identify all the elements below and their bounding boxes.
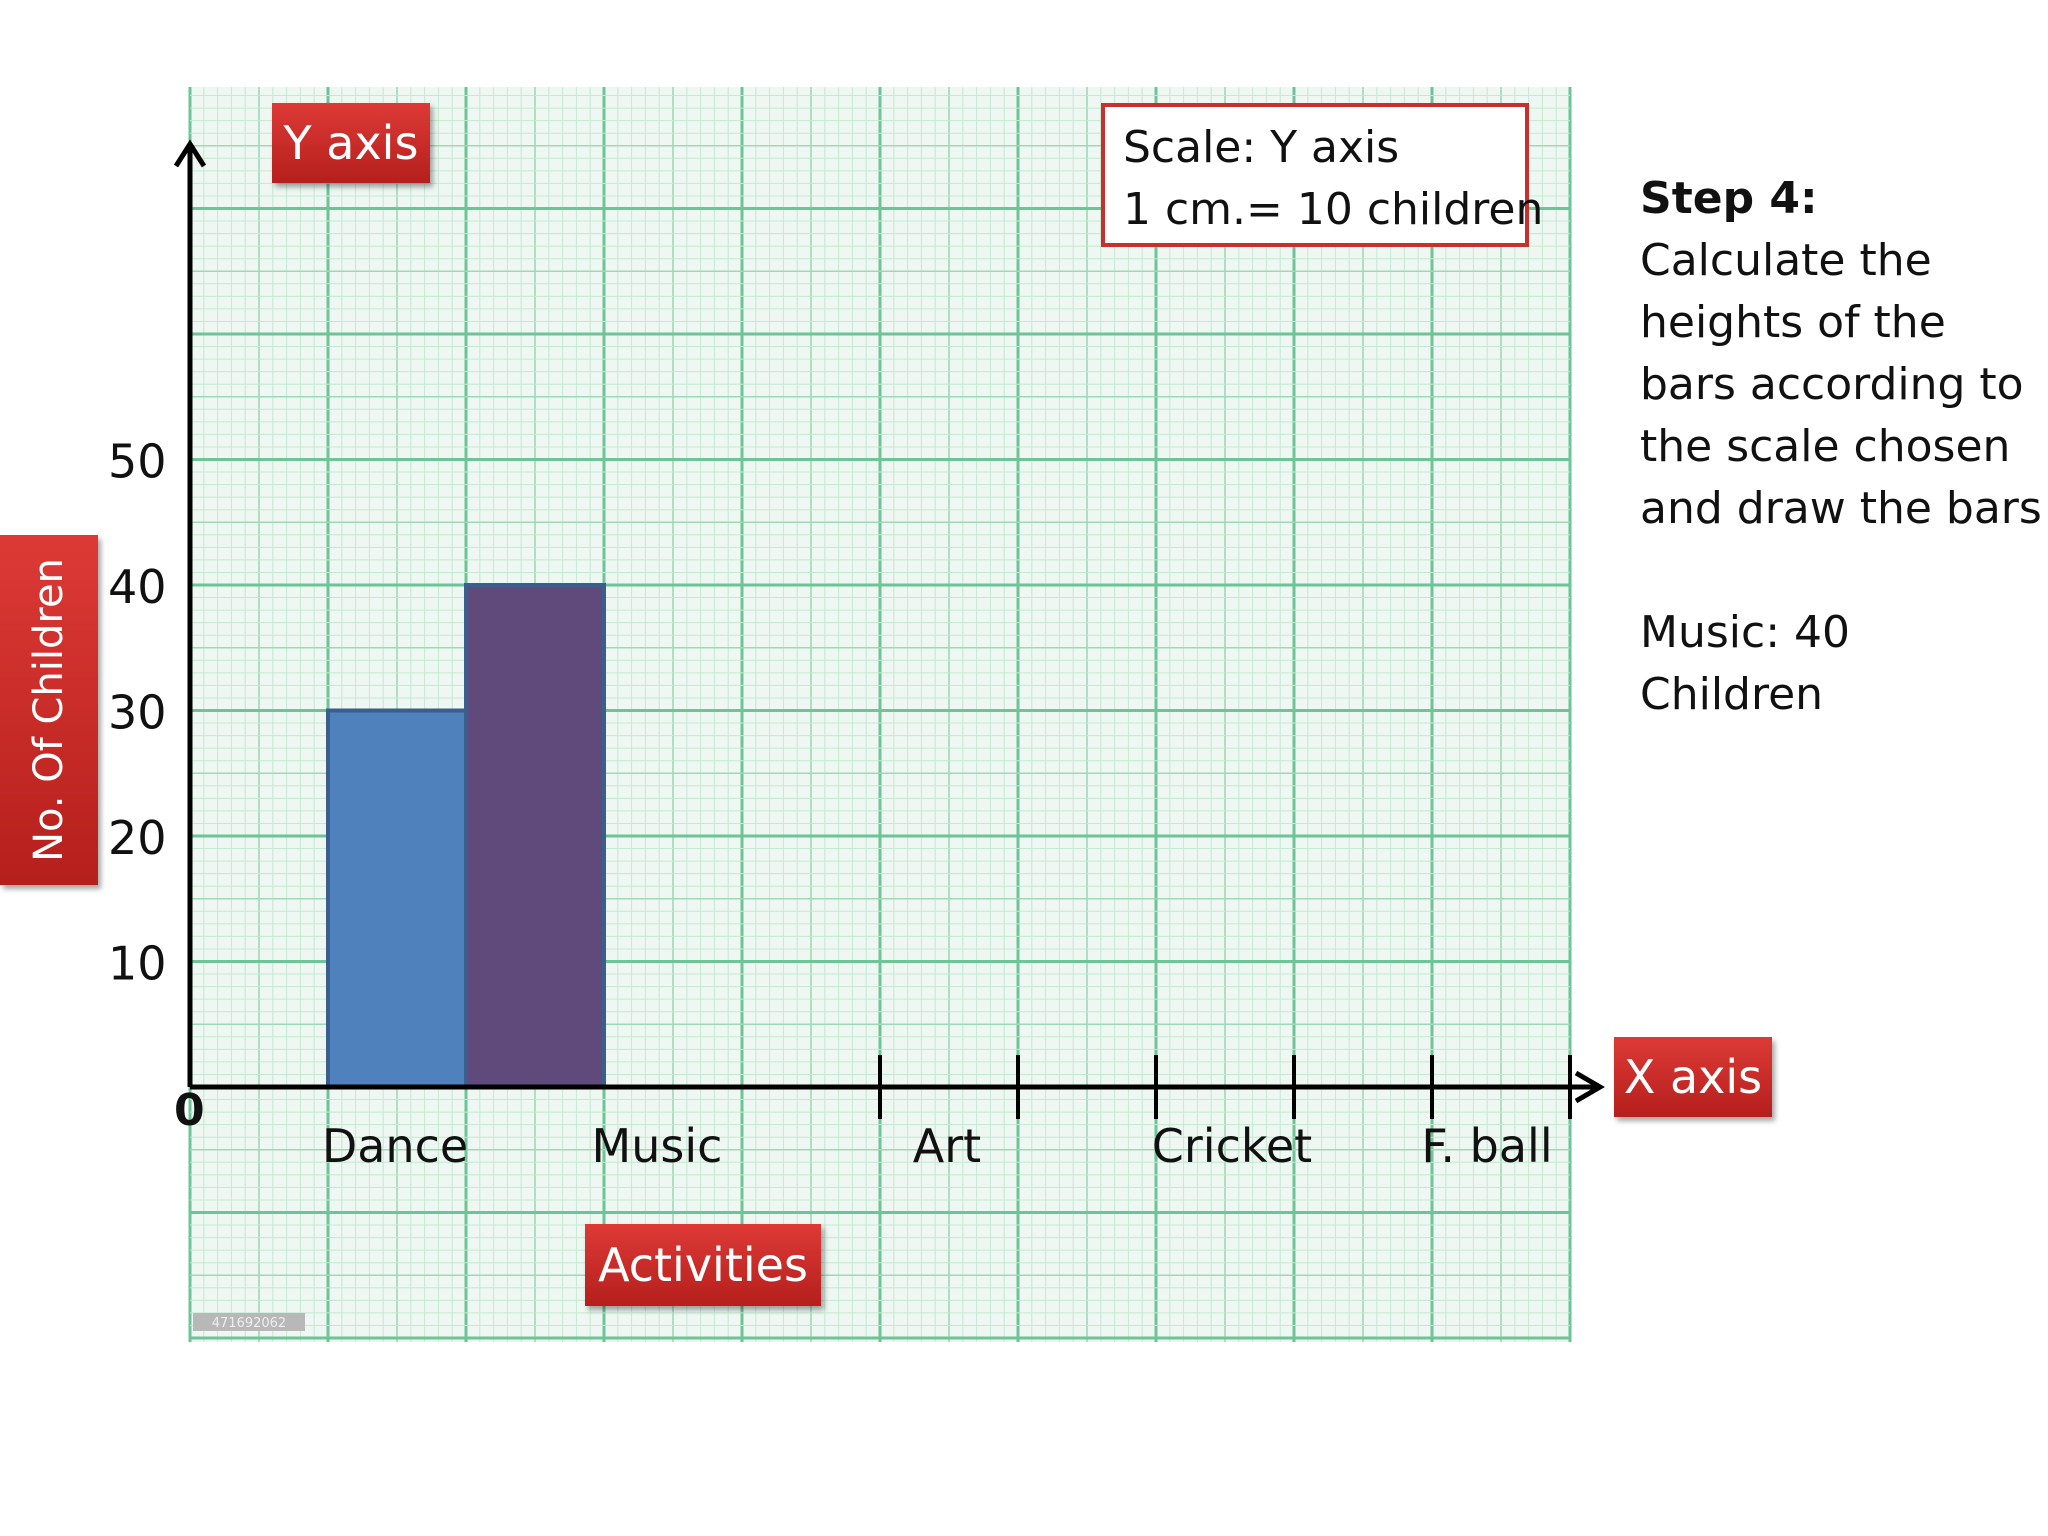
y-tick-label: 20 [108, 811, 167, 865]
step-line-5: and draw the bars [1640, 483, 2042, 534]
origin-label: 0 [174, 1085, 205, 1136]
scale-line-2: 1 cm.= 10 children [1123, 184, 1544, 235]
bar-dance [326, 708, 468, 1089]
x-tick-label: F. ball [1421, 1119, 1552, 1173]
step-instructions: Step 4: Calculate the heights of the bar… [1640, 168, 2042, 726]
watermark-stamp [193, 1313, 305, 1331]
scale-line-1: Scale: Y axis [1123, 122, 1400, 173]
bar-music [464, 583, 606, 1089]
axes [173, 139, 1605, 1104]
result-line-2: Children [1640, 669, 1824, 720]
x-axis-title-box: Activities [585, 1224, 821, 1306]
step-line-2: heights of the [1640, 297, 1946, 348]
y-axis-title-box: No. Of Children [0, 535, 98, 885]
y-axis-tag-text: Y axis [283, 116, 419, 170]
step-heading: Step 4: [1640, 173, 1818, 224]
y-axis-tag: Y axis [272, 103, 430, 183]
y-axis-arrow [173, 139, 207, 168]
x-tick-label: Cricket [1152, 1119, 1312, 1173]
x-axis-ticks [878, 1055, 1572, 1119]
scale-box: Scale: Y axis 1 cm.= 10 children [1101, 103, 1544, 247]
x-axis-arrow [1574, 1070, 1605, 1104]
x-axis-title: Activities [598, 1238, 808, 1292]
y-tick-label: 10 [108, 937, 167, 991]
x-axis-tag-text: X axis [1623, 1050, 1763, 1104]
step-line-3: bars according to [1640, 359, 2024, 410]
x-tick-label: Art [913, 1119, 981, 1173]
x-tick-label: Music [592, 1119, 723, 1173]
y-axis-title: No. Of Children [26, 558, 73, 862]
x-tick-label: Dance [322, 1119, 468, 1173]
step-line-1: Calculate the [1640, 235, 1932, 286]
chart-labels: 10 20 30 40 50 0 Dance Music Art Cricket F. ball [108, 435, 1553, 1174]
watermark-id: 471692062 [212, 1316, 286, 1331]
result-line-1: Music: 40 [1640, 607, 1850, 658]
y-tick-label: 50 [108, 435, 167, 489]
bars [326, 583, 606, 1089]
y-tick-label: 40 [108, 560, 167, 614]
step-line-4: the scale chosen [1640, 421, 2011, 472]
y-tick-label: 30 [108, 686, 167, 740]
x-axis-tag: X axis [1614, 1037, 1772, 1117]
